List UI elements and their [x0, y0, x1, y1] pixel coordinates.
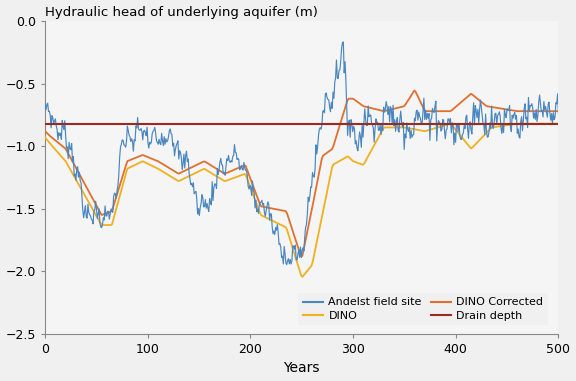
- Text: Hydraulic head of underlying aquifer (m): Hydraulic head of underlying aquifer (m): [45, 6, 318, 19]
- X-axis label: Years: Years: [283, 362, 320, 375]
- Legend: Andelst field site, DINO, DINO Corrected, Drain depth: Andelst field site, DINO, DINO Corrected…: [298, 293, 548, 325]
